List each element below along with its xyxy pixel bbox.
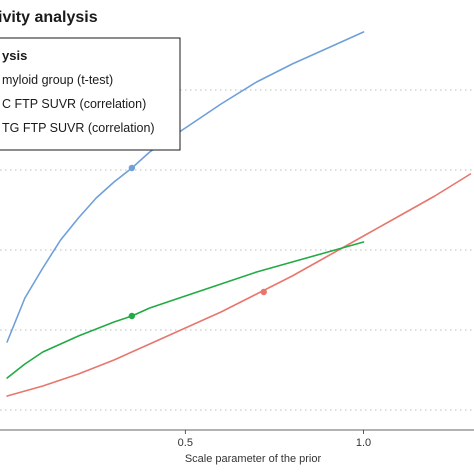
highlight-point <box>260 288 267 296</box>
series-line <box>6 173 472 397</box>
gridlines <box>0 89 474 411</box>
legend: ysis myloid group (t-test) C FTP SUVR (c… <box>0 37 181 151</box>
highlight-point <box>128 164 136 172</box>
chart-title: ivity analysis <box>0 9 98 26</box>
legend-entry: TG FTP SUVR (correlation) <box>2 121 155 135</box>
x-axis-label: Scale parameter of the prior <box>185 453 322 465</box>
legend-entry: C FTP SUVR (correlation) <box>2 97 146 111</box>
highlight-point <box>128 312 136 320</box>
highlight-points <box>128 164 267 320</box>
x-axis: 0.5 1.0 <box>0 429 474 449</box>
x-tick-label: 1.0 <box>356 437 371 449</box>
legend-entry: myloid group (t-test) <box>2 73 113 87</box>
legend-box <box>0 37 181 151</box>
series-line <box>6 241 365 379</box>
legend-title: ysis <box>2 48 27 63</box>
x-tick-label: 0.5 <box>178 437 193 449</box>
